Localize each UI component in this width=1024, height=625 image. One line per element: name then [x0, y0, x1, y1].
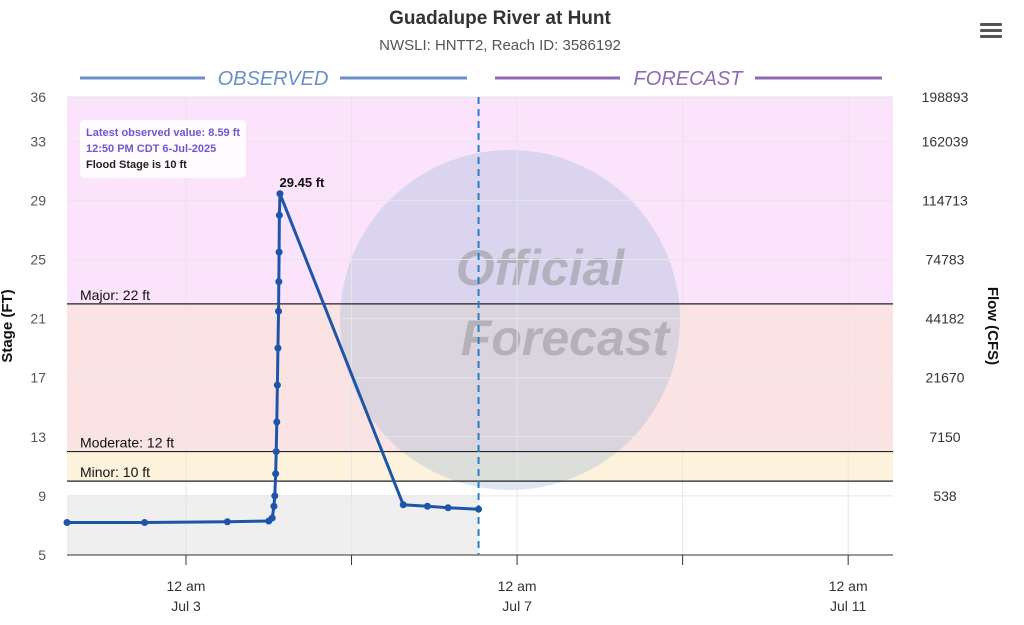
y2-tick-label: 198893: [922, 89, 969, 105]
latest-value: Latest observed value: 8.59 ft: [86, 127, 241, 139]
threshold-label: Major: 22 ft: [80, 287, 150, 303]
forecast-label: FORECAST: [634, 68, 745, 90]
observed-point: [275, 307, 283, 315]
x-tick-label: Jul 7: [502, 598, 532, 614]
y2-tick-label: 162039: [922, 133, 969, 149]
observed-point: [272, 470, 280, 478]
y2-tick-label: 44182: [926, 311, 965, 327]
observed-point: [275, 278, 283, 286]
y-tick-label: 21: [30, 311, 46, 327]
y2-tick-label: 74783: [926, 252, 965, 268]
observed-point: [423, 502, 431, 510]
observed-point: [223, 518, 231, 526]
y-axis-label: Stage (FT): [0, 289, 16, 362]
y2-axis-label: Flow (CFS): [984, 287, 1001, 365]
threshold-label: Moderate: 12 ft: [80, 435, 174, 451]
observed-point: [141, 518, 149, 526]
watermark-text: Official: [456, 240, 626, 296]
y-tick-label: 25: [30, 252, 46, 268]
x-tick-label: Jul 3: [171, 598, 201, 614]
latest-value-box: Latest observed value: 8.59 ft 12:50 PM …: [80, 120, 247, 178]
chart-title: Guadalupe River at Hunt: [389, 8, 611, 29]
observed-label: OBSERVED: [218, 68, 329, 90]
observed-point: [273, 381, 281, 389]
latest-time: 12:50 PM CDT 6-Jul-2025: [86, 143, 217, 155]
minor-flood-band: [67, 451, 893, 482]
y2-tick-label: 21670: [926, 370, 965, 386]
observed-point: [475, 505, 483, 513]
observed-point: [272, 448, 280, 456]
observed-point: [268, 514, 276, 522]
y2-tick-label: 114713: [922, 192, 968, 208]
observed-point: [275, 248, 283, 256]
y-tick-label: 33: [30, 133, 46, 149]
y-tick-label: 5: [38, 547, 46, 563]
x-tick-label: Jul 11: [830, 598, 867, 614]
observed-point: [399, 501, 407, 509]
hamburger-menu-icon[interactable]: [980, 20, 1002, 41]
chart-subtitle: NWSLI: HNTT2, Reach ID: 3586192: [379, 37, 621, 54]
y2-tick-label: 538: [933, 488, 957, 504]
x-tick-label: 12 am: [167, 578, 206, 594]
x-tick-label: 12 am: [498, 578, 537, 594]
y-tick-label: 29: [30, 192, 46, 208]
y2-tick-label: 7150: [929, 429, 960, 445]
x-tick-label: 12 am: [829, 578, 868, 594]
observed-point: [273, 418, 281, 426]
observed-point: [63, 518, 71, 526]
observed-point: [271, 492, 279, 500]
y-tick-label: 9: [38, 488, 46, 504]
observed-point: [274, 344, 282, 352]
threshold-label: Minor: 10 ft: [80, 464, 150, 480]
watermark-text: Forecast: [461, 310, 672, 366]
observed-point: [276, 190, 284, 198]
flood-stage: Flood Stage is 10 ft: [86, 159, 187, 171]
observed-point: [275, 211, 283, 219]
y-tick-label: 36: [30, 89, 46, 105]
observed-point: [270, 502, 278, 510]
peak-label: 29.45 ft: [280, 175, 325, 190]
noaa-watermark: [340, 150, 680, 490]
y-tick-label: 13: [30, 429, 46, 445]
observed-point: [444, 504, 452, 512]
y-tick-label: 17: [30, 370, 46, 386]
